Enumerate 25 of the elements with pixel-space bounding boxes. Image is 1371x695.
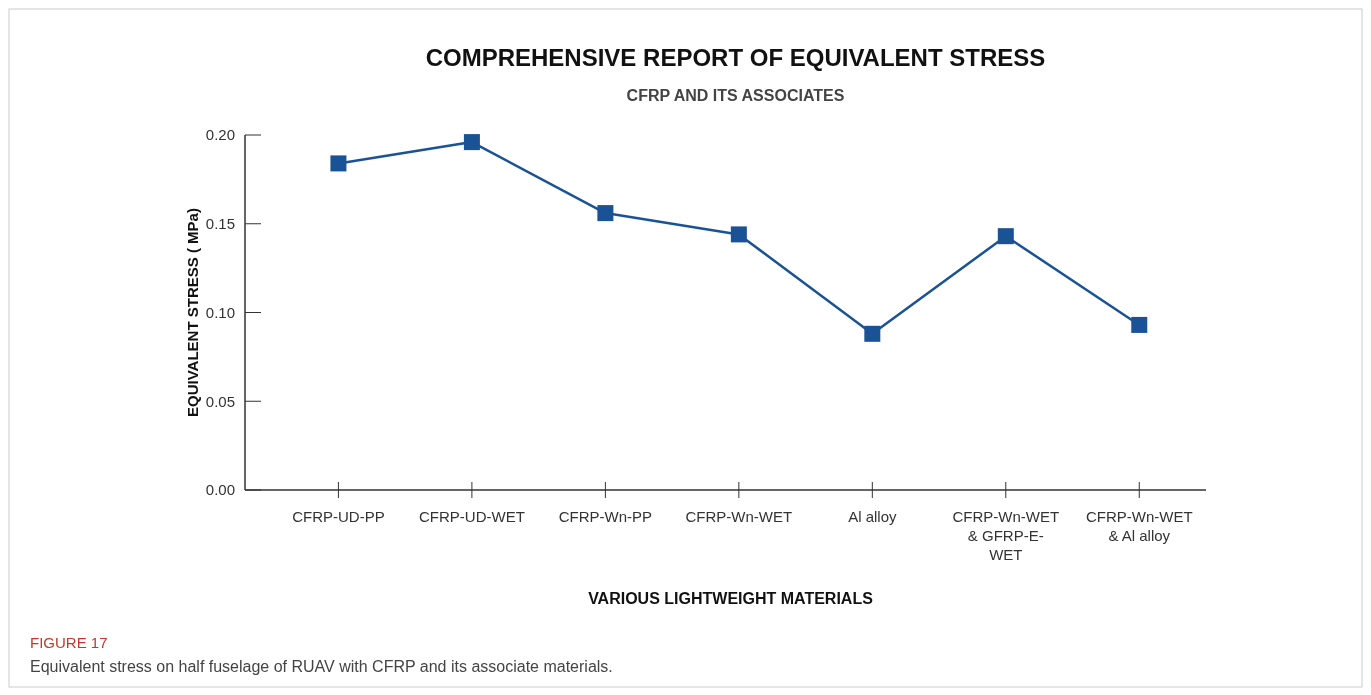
point [330,155,347,172]
x-tick-label: CFRP-Wn-WET [685,508,793,525]
x-tick-label: Al alloy [848,508,897,525]
point [1131,316,1148,333]
x-tick-label: CFRP-UD-WET [418,508,525,525]
x-tick-label: CFRP-UD-PP [292,508,385,525]
y-axis-title: EQUIVALENT STRESS ( MPa) [184,208,201,417]
point [597,205,614,222]
chart-subtitle: CFRP AND ITS ASSOCIATES [626,87,845,104]
chart-title: COMPREHENSIVE REPORT OF EQUIVALENT STRESS [425,44,1046,71]
point [997,228,1014,245]
y-tick-label: 0.20 [205,126,235,144]
x-tick-label: CFRP-Wn-WET & GFRP-E-WET [952,508,1060,563]
y-tick-label: 0.10 [205,303,235,321]
point [463,134,480,151]
point [864,325,881,342]
x-tick-label: CFRP-Wn-PP [558,508,653,525]
caption: FIGURE 17 [30,634,108,651]
x-axis-title: VARIOUS LIGHTWEIGHT MATERIALS [588,590,874,607]
y-tick-label: 0.15 [205,215,235,232]
y-tick-label: 0.05 [205,392,235,410]
y-tick-label: 0.00 [205,481,235,499]
x-tick-label: CFRP-Wn-WET & Al alloy [1085,508,1193,544]
point [730,226,747,243]
text: Equivalent stress on half fuselage of RUAV with CFRP and its associate materials. [30,658,613,675]
